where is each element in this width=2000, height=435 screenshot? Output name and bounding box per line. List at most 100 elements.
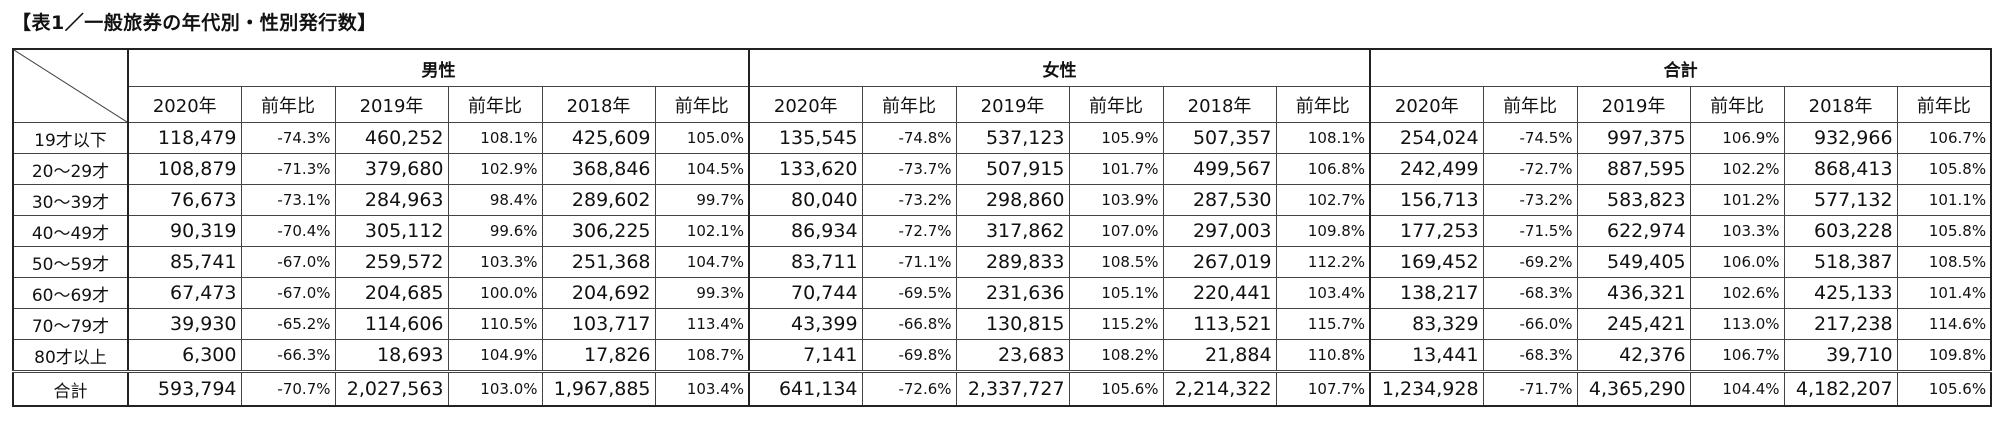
group-header-male: 男性 xyxy=(126,48,750,87)
count-cell: 156,713 xyxy=(1369,184,1484,216)
count-cell: 436,321 xyxy=(1576,277,1691,309)
count-cell: 317,862 xyxy=(955,215,1070,247)
count-cell: 641,134 xyxy=(748,370,863,407)
sub-header-cell: 2018年 xyxy=(541,86,656,123)
table-row: 50〜59才 85,741 -67.0% 259,572 103.3% 251,368 10… xyxy=(12,246,1992,278)
table-row: 20〜29才 108,879 -71.3% 379,680 102.9% 368,846 1… xyxy=(12,153,1992,185)
ratio-cell: 108.1% xyxy=(1275,122,1371,154)
ratio-cell: -66.3% xyxy=(240,339,336,372)
passport-issuance-table: 男性 女性 合計 2020年 前年比 2019年 前年比 2018年 前年比 2020年 前年… xyxy=(12,48,1993,407)
total-row: 合計 593,794 -70.7% 2,027,563 103.0% 1,967,885 1… xyxy=(12,370,1992,407)
count-cell: 204,685 xyxy=(334,277,449,309)
count-cell: 6,300 xyxy=(127,339,242,372)
ratio-cell: 98.4% xyxy=(447,184,543,216)
count-cell: 23,683 xyxy=(955,339,1070,372)
row-label: 19才以下 xyxy=(12,122,129,154)
ratio-cell: -68.3% xyxy=(1482,339,1578,372)
ratio-cell: -74.3% xyxy=(240,122,336,154)
ratio-cell: 99.7% xyxy=(654,184,750,216)
count-cell: 21,884 xyxy=(1162,339,1277,372)
ratio-cell: -72.7% xyxy=(861,215,957,247)
sub-header-cell: 前年比 xyxy=(1275,86,1371,123)
count-cell: 932,966 xyxy=(1783,122,1898,154)
ratio-cell: 115.2% xyxy=(1068,308,1164,340)
ratio-cell: 106.8% xyxy=(1275,153,1371,185)
sub-header-cell: 前年比 xyxy=(1689,86,1785,123)
ratio-cell: 104.5% xyxy=(654,153,750,185)
sub-header-cell: 2019年 xyxy=(955,86,1070,123)
ratio-cell: -69.2% xyxy=(1482,246,1578,278)
ratio-cell: 107.7% xyxy=(1275,370,1371,407)
ratio-cell: -66.0% xyxy=(1482,308,1578,340)
count-cell: 1,967,885 xyxy=(541,370,656,407)
table-body: 19才以下 118,479 -74.3% 460,252 108.1% 425,609 10… xyxy=(12,122,1992,407)
sub-header-cell: 前年比 xyxy=(1482,86,1578,123)
ratio-cell: 102.6% xyxy=(1689,277,1785,309)
ratio-cell: 101.1% xyxy=(1896,184,1992,216)
ratio-cell: -72.7% xyxy=(1482,153,1578,185)
row-label: 40〜49才 xyxy=(12,215,129,247)
count-cell: 138,217 xyxy=(1369,277,1484,309)
sub-header-cell: 2019年 xyxy=(1576,86,1691,123)
count-cell: 133,620 xyxy=(748,153,863,185)
table-row: 40〜49才 90,319 -70.4% 305,112 99.6% 306,225 102… xyxy=(12,215,1992,247)
count-cell: 259,572 xyxy=(334,246,449,278)
count-cell: 254,024 xyxy=(1369,122,1484,154)
table-row: 80才以上 6,300 -66.3% 18,693 104.9% 17,826 108.7%… xyxy=(12,339,1992,372)
sub-header-cell: 前年比 xyxy=(654,86,750,123)
sub-header-cell: 2020年 xyxy=(1369,86,1484,123)
count-cell: 18,693 xyxy=(334,339,449,372)
count-cell: 507,915 xyxy=(955,153,1070,185)
ratio-cell: 99.6% xyxy=(447,215,543,247)
sub-header-cell: 前年比 xyxy=(447,86,543,123)
group-header-row: 男性 女性 合計 xyxy=(12,48,1992,123)
ratio-cell: 108.1% xyxy=(447,122,543,154)
ratio-cell: 108.5% xyxy=(1896,246,1992,278)
ratio-cell: 104.7% xyxy=(654,246,750,278)
count-cell: 507,357 xyxy=(1162,122,1277,154)
sub-header-cell: 2018年 xyxy=(1162,86,1277,123)
count-cell: 103,717 xyxy=(541,308,656,340)
count-cell: 622,974 xyxy=(1576,215,1691,247)
row-label: 合計 xyxy=(12,370,129,407)
count-cell: 593,794 xyxy=(127,370,242,407)
count-cell: 577,132 xyxy=(1783,184,1898,216)
ratio-cell: 100.0% xyxy=(447,277,543,309)
ratio-cell: 109.8% xyxy=(1896,339,1992,372)
ratio-cell: 105.0% xyxy=(654,122,750,154)
count-cell: 130,815 xyxy=(955,308,1070,340)
corner-cell xyxy=(12,48,129,123)
count-cell: 583,823 xyxy=(1576,184,1691,216)
ratio-cell: 101.2% xyxy=(1689,184,1785,216)
ratio-cell: 101.7% xyxy=(1068,153,1164,185)
count-cell: 297,003 xyxy=(1162,215,1277,247)
ratio-cell: -71.3% xyxy=(240,153,336,185)
table-row: 19才以下 118,479 -74.3% 460,252 108.1% 425,609 10… xyxy=(12,122,1992,154)
ratio-cell: 110.5% xyxy=(447,308,543,340)
count-cell: 251,368 xyxy=(541,246,656,278)
ratio-cell: -70.4% xyxy=(240,215,336,247)
ratio-cell: 103.3% xyxy=(447,246,543,278)
sub-header-cell: 2019年 xyxy=(334,86,449,123)
ratio-cell: -74.5% xyxy=(1482,122,1578,154)
ratio-cell: 107.0% xyxy=(1068,215,1164,247)
count-cell: 997,375 xyxy=(1576,122,1691,154)
count-cell: 305,112 xyxy=(334,215,449,247)
count-cell: 76,673 xyxy=(127,184,242,216)
row-label: 50〜59才 xyxy=(12,246,129,278)
count-cell: 39,930 xyxy=(127,308,242,340)
count-cell: 499,567 xyxy=(1162,153,1277,185)
ratio-cell: -69.5% xyxy=(861,277,957,309)
count-cell: 2,337,727 xyxy=(955,370,1070,407)
ratio-cell: 105.6% xyxy=(1896,370,1992,407)
count-cell: 425,133 xyxy=(1783,277,1898,309)
ratio-cell: 105.1% xyxy=(1068,277,1164,309)
count-cell: 39,710 xyxy=(1783,339,1898,372)
count-cell: 83,711 xyxy=(748,246,863,278)
count-cell: 425,609 xyxy=(541,122,656,154)
count-cell: 177,253 xyxy=(1369,215,1484,247)
ratio-cell: 112.2% xyxy=(1275,246,1371,278)
ratio-cell: -72.6% xyxy=(861,370,957,407)
ratio-cell: 103.4% xyxy=(1275,277,1371,309)
